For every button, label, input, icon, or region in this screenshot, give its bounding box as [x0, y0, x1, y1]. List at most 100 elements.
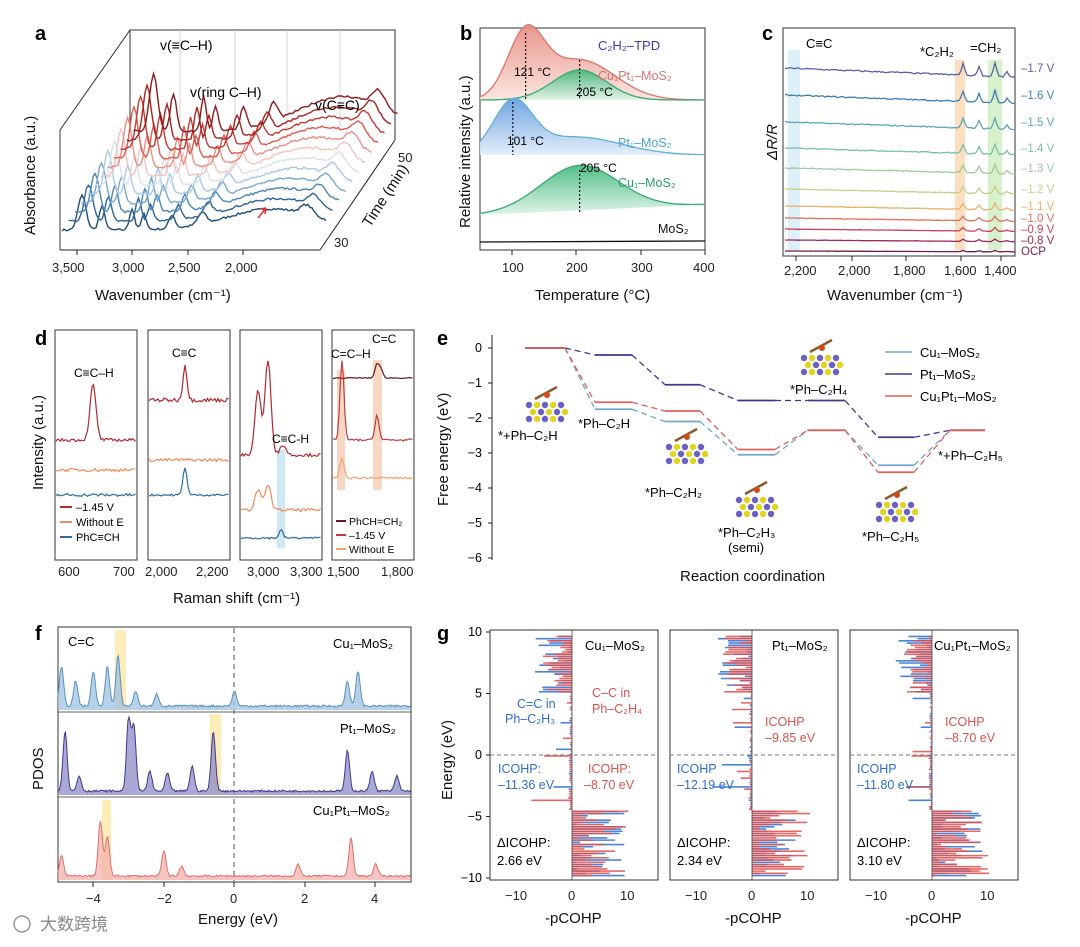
- x-tick-label: 3,500: [52, 260, 85, 275]
- y-axis-label: Free energy (eV): [435, 393, 452, 506]
- x-tick-label: −4: [86, 891, 101, 906]
- atom: [693, 450, 701, 458]
- atom: [903, 508, 911, 516]
- raman-line: [332, 360, 413, 442]
- atom: [800, 354, 808, 362]
- potential-labels: –1.7 V –1.6 V –1.5 V –1.4 V –1.3 V –1.2 V –1.1…: [1021, 63, 1055, 258]
- y-axis-label: Relative intensity (a.u.): [457, 75, 474, 228]
- atom: [689, 443, 697, 451]
- tpd-area: [480, 165, 704, 215]
- atom: [751, 496, 759, 504]
- ir-spectra: [61, 71, 398, 232]
- atom: [891, 515, 899, 523]
- atom: [759, 496, 767, 504]
- x-tick-label: 2: [301, 891, 308, 906]
- raman-spectra: [55, 360, 413, 540]
- energy-connector: [844, 400, 879, 438]
- cc-band: [115, 630, 126, 710]
- ir-spectrum-line: [107, 115, 372, 169]
- atom: [754, 487, 760, 493]
- atom: [836, 361, 844, 369]
- atom: [899, 515, 907, 523]
- x-tick-label: 3,300: [290, 564, 323, 579]
- x-tick-label: 0: [748, 888, 755, 903]
- potential-label: –1.0 V: [1021, 213, 1055, 225]
- x-tick-label: 3,000: [247, 564, 280, 579]
- x-tick-label: 600: [58, 564, 80, 579]
- y-axis-label: PDOS: [30, 747, 47, 790]
- x-axis-label: Wavenumber (cm⁻¹): [827, 287, 963, 304]
- icohp-value: –9.85 eV: [765, 731, 816, 745]
- atom: [883, 515, 891, 523]
- series-label: Cu₁–MoS₂: [333, 636, 393, 651]
- delta-icohp-label: ΔICOHP:: [857, 835, 910, 850]
- atom: [883, 501, 891, 509]
- atom: [735, 496, 743, 504]
- atom: [557, 401, 565, 409]
- energy-connector: [631, 408, 666, 423]
- pdos-line: [57, 653, 411, 708]
- state-label: (semi): [728, 540, 764, 555]
- raman-line: [148, 467, 229, 497]
- potential-label: –1.1 V: [1021, 201, 1055, 213]
- tpd-line-mos2: [479, 240, 706, 243]
- x-axis-label: -pCOHP: [905, 910, 962, 927]
- icohp-label: ICOHP: [677, 762, 717, 776]
- band-label: *C₂H₂: [920, 44, 954, 59]
- atom: [804, 361, 812, 369]
- subplot-title: Cu₁–MoS₂: [585, 638, 645, 653]
- legend-label: Cu₁Pt₁–MoS₂: [920, 389, 997, 404]
- series-label-cu: Cu₁–MoS₂: [618, 176, 676, 190]
- atom: [541, 401, 549, 409]
- atom: [894, 492, 900, 498]
- panel-b: b C₂H₂–TPD Cu₁Pt₁–MoS₂ Pt₁–MoS₂ Cu₁–MoS₂…: [457, 23, 715, 304]
- subplot-title: Cu₁Pt₁–MoS₂: [934, 638, 1011, 653]
- y-tick-label: 10: [468, 625, 482, 639]
- y-tick-label: −4: [468, 481, 482, 495]
- energy-connector: [699, 410, 739, 450]
- y-tick-label: −5: [468, 810, 482, 824]
- x-axis-label: Reaction coordination: [680, 568, 825, 585]
- x-tick-label: 2,000: [838, 263, 871, 278]
- atom: [816, 354, 824, 362]
- ir-spectrum-line: [126, 82, 392, 142]
- ir-spectrum-line: [94, 139, 359, 187]
- arrow-icon: [257, 207, 267, 219]
- panel-d: d C≡C–H C≡C C≡C-H C=C–H C=C –1.45 V With…: [30, 328, 415, 607]
- atom: [525, 415, 533, 423]
- atom: [739, 503, 747, 511]
- state-label: *Ph–C₂H: [578, 416, 630, 431]
- tpd-line: [479, 24, 704, 101]
- atom: [891, 501, 899, 509]
- icohp-value: –11.80 eV: [857, 778, 914, 792]
- sers-spectrum-line: [784, 162, 1016, 175]
- tpd-line: [479, 97, 704, 156]
- raman-line: [55, 467, 136, 473]
- x-tick-label: 100: [502, 260, 524, 275]
- panel-e: e 0 −1 −2 −3 −4 −5 −6 *+Ph–C₂H *Ph–C₂H *Ph–C₂H…: [435, 328, 1003, 585]
- potential-label: –1.5 V: [1021, 117, 1055, 129]
- y-axis-label: Absorbance (a.u.): [22, 116, 39, 235]
- y-tick-label: 0: [475, 341, 482, 355]
- band-c2h2: [955, 60, 965, 250]
- atom: [767, 510, 775, 518]
- annotation-ring-c-h: v(ring C–H): [190, 84, 262, 100]
- atom: [549, 415, 557, 423]
- sers-spectrum-line: [784, 60, 1015, 78]
- peak-label: C≡C–H: [74, 366, 114, 380]
- icohp-value: –11.36 eV: [498, 778, 555, 792]
- y-axis-label: Intensity (a.u.): [30, 395, 47, 490]
- tpd-curves: [479, 24, 706, 243]
- x-tick-label: 1,800: [381, 564, 414, 579]
- tpd-line: [480, 69, 704, 101]
- x-tick-label: 10: [800, 888, 814, 903]
- atom: [887, 508, 895, 516]
- legend-label: PhC≡CH: [76, 532, 120, 544]
- raman-line: [240, 528, 321, 540]
- subplot-title: Pt₁–MoS₂: [772, 638, 828, 653]
- x-tick-label: 10: [980, 888, 994, 903]
- peak-label: C≡C: [172, 346, 197, 360]
- series-label-pt: Pt₁–MoS₂: [618, 136, 672, 150]
- x-tick-label: 0: [568, 888, 575, 903]
